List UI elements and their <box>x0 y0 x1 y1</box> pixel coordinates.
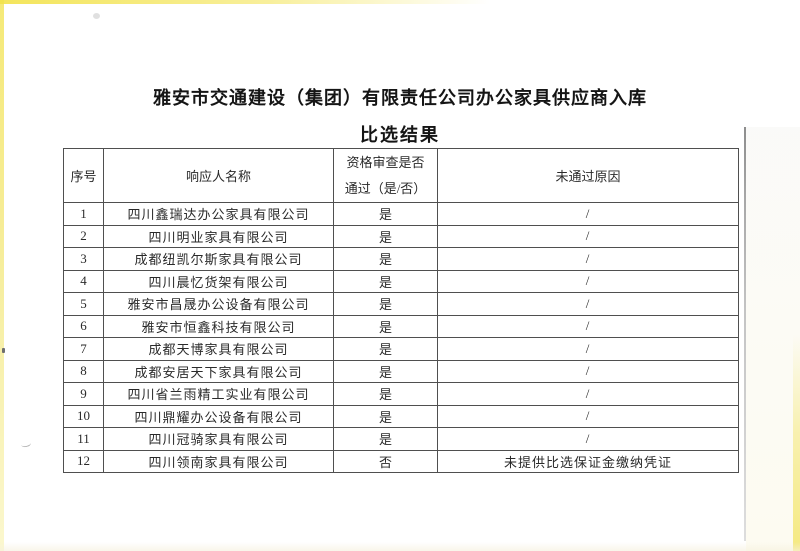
passed-cell: 是 <box>333 202 438 226</box>
passed-cell: 是 <box>333 247 438 271</box>
passed-cell: 是 <box>333 382 438 406</box>
reason-cell: / <box>437 224 739 248</box>
table-row: 7 成都天博家具有限公司 是 / <box>63 337 739 361</box>
passed-cell: 否 <box>333 449 438 473</box>
row-index-cell: 3 <box>63 247 104 271</box>
passed-cell: 是 <box>333 314 438 338</box>
table-body: 1 四川鑫瑞达办公家具有限公司 是 / 2 四川明业家具有限公司 是 / 3 成… <box>63 202 739 473</box>
company-name-cell: 四川晨忆货架有限公司 <box>103 269 334 293</box>
table-row: 4 四川晨忆货架有限公司 是 / <box>63 269 739 293</box>
scan-artifact-bottom-edge <box>0 542 800 551</box>
reason-cell: / <box>437 269 739 293</box>
reason-cell: / <box>437 382 739 406</box>
table-row: 1 四川鑫瑞达办公家具有限公司 是 / <box>63 202 739 226</box>
table-row: 6 雅安市恒鑫科技有限公司 是 / <box>63 314 739 338</box>
table-row: 8 成都安居天下家具有限公司 是 / <box>63 359 739 383</box>
passed-cell: 是 <box>333 404 438 428</box>
scan-artifact-top-edge <box>0 0 490 4</box>
row-index-cell: 11 <box>63 427 104 451</box>
scan-artifact-paper-edge-line <box>744 127 746 541</box>
reason-cell: / <box>437 427 739 451</box>
passed-cell: 是 <box>333 224 438 248</box>
scan-artifact-pen-mark <box>20 440 32 448</box>
company-name-cell: 四川鑫瑞达办公家具有限公司 <box>103 202 334 226</box>
row-index-cell: 12 <box>63 449 104 473</box>
reason-cell: 未提供比选保证金缴纳凭证 <box>437 449 739 473</box>
company-name-cell: 成都天博家具有限公司 <box>103 337 334 361</box>
reason-cell: / <box>437 292 739 316</box>
company-name-cell: 四川冠骑家具有限公司 <box>103 427 334 451</box>
document-title-line1: 雅安市交通建设（集团）有限责任公司办公家具供应商入库 <box>153 88 647 108</box>
row-index-cell: 8 <box>63 359 104 383</box>
row-index-cell: 9 <box>63 382 104 406</box>
header-qualification-line2: 通过（是/否） <box>344 181 427 196</box>
header-qualification: 资格审查是否 通过（是/否） <box>333 148 438 203</box>
table-row: 12 四川领南家具有限公司 否 未提供比选保证金缴纳凭证 <box>63 449 739 473</box>
company-name-cell: 四川明业家具有限公司 <box>103 224 334 248</box>
header-index: 序号 <box>63 148 104 203</box>
reason-cell: / <box>437 404 739 428</box>
company-name-cell: 雅安市恒鑫科技有限公司 <box>103 314 334 338</box>
reason-cell: / <box>437 314 739 338</box>
results-table: 序号 响应人名称 资格审查是否 通过（是/否） 未通过原因 1 四川鑫瑞达办公家… <box>63 148 739 473</box>
table-row: 2 四川明业家具有限公司 是 / <box>63 224 739 248</box>
table-row: 11 四川冠骑家具有限公司 是 / <box>63 427 739 451</box>
results-table-container: 序号 响应人名称 资格审查是否 通过（是/否） 未通过原因 1 四川鑫瑞达办公家… <box>63 148 739 473</box>
passed-cell: 是 <box>333 337 438 361</box>
row-index-cell: 6 <box>63 314 104 338</box>
scan-artifact-speck <box>2 348 5 353</box>
table-header: 序号 响应人名称 资格审查是否 通过（是/否） 未通过原因 <box>63 148 739 203</box>
row-index-cell: 4 <box>63 269 104 293</box>
header-fail-reason: 未通过原因 <box>437 148 739 203</box>
table-row: 9 四川省兰雨精工实业有限公司 是 / <box>63 382 739 406</box>
row-index-cell: 2 <box>63 224 104 248</box>
passed-cell: 是 <box>333 292 438 316</box>
header-respondent-name: 响应人名称 <box>103 148 334 203</box>
row-index-cell: 7 <box>63 337 104 361</box>
company-name-cell: 成都纽凯尔斯家具有限公司 <box>103 247 334 271</box>
scan-artifact-smudge <box>93 13 100 19</box>
table-row: 10 四川鼎耀办公设备有限公司 是 / <box>63 404 739 428</box>
company-name-cell: 四川省兰雨精工实业有限公司 <box>103 382 334 406</box>
row-index-cell: 5 <box>63 292 104 316</box>
row-index-cell: 10 <box>63 404 104 428</box>
reason-cell: / <box>437 359 739 383</box>
reason-cell: / <box>437 337 739 361</box>
document-title-line2: 比选结果 <box>360 125 440 145</box>
reason-cell: / <box>437 202 739 226</box>
passed-cell: 是 <box>333 427 438 451</box>
table-row: 3 成都纽凯尔斯家具有限公司 是 / <box>63 247 739 271</box>
company-name-cell: 四川领南家具有限公司 <box>103 449 334 473</box>
scan-artifact-right-edge <box>793 335 800 551</box>
header-qualification-line1: 资格审查是否 <box>346 155 425 170</box>
reason-cell: / <box>437 247 739 271</box>
table-row: 5 雅安市昌晟办公设备有限公司 是 / <box>63 292 739 316</box>
row-index-cell: 1 <box>63 202 104 226</box>
scan-artifact-left-edge <box>0 0 4 551</box>
scan-artifact-paper-margin <box>746 127 800 551</box>
header-row: 序号 响应人名称 资格审查是否 通过（是/否） 未通过原因 <box>63 148 739 203</box>
document-title: 雅安市交通建设（集团）有限责任公司办公家具供应商入库 比选结果 <box>0 84 800 147</box>
company-name-cell: 雅安市昌晟办公设备有限公司 <box>103 292 334 316</box>
company-name-cell: 成都安居天下家具有限公司 <box>103 359 334 383</box>
company-name-cell: 四川鼎耀办公设备有限公司 <box>103 404 334 428</box>
passed-cell: 是 <box>333 269 438 293</box>
passed-cell: 是 <box>333 359 438 383</box>
